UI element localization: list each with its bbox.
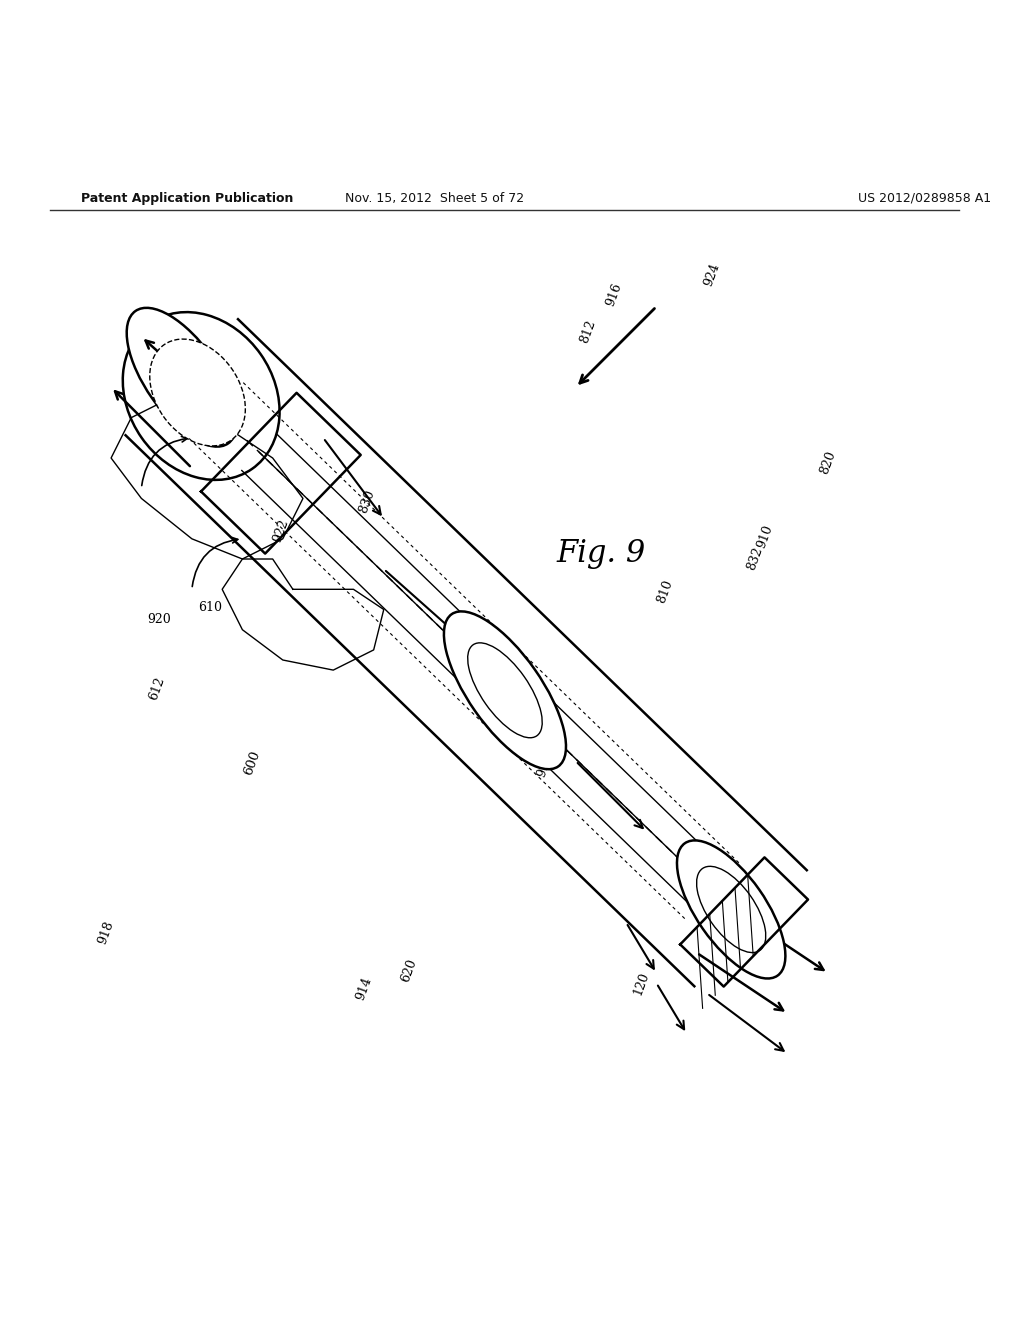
Text: 820: 820 <box>818 450 839 477</box>
Text: 922: 922 <box>270 517 291 544</box>
Ellipse shape <box>127 308 237 446</box>
Text: 914: 914 <box>353 974 374 1002</box>
Ellipse shape <box>444 611 566 770</box>
Text: 916: 916 <box>604 281 625 308</box>
Text: 120: 120 <box>631 970 651 997</box>
Text: 612: 612 <box>146 675 167 702</box>
Text: 910: 910 <box>756 523 776 550</box>
Text: 610: 610 <box>198 601 222 614</box>
Text: 600: 600 <box>243 750 263 776</box>
Ellipse shape <box>696 866 766 953</box>
Text: Patent Application Publication: Patent Application Publication <box>81 191 293 205</box>
Text: Fig. 9: Fig. 9 <box>556 539 645 569</box>
Ellipse shape <box>150 339 246 446</box>
Text: 810: 810 <box>654 578 675 605</box>
Text: 912: 912 <box>536 752 556 779</box>
Ellipse shape <box>123 312 280 480</box>
Text: 920: 920 <box>147 612 171 626</box>
Ellipse shape <box>468 643 543 738</box>
Text: 830: 830 <box>356 488 377 515</box>
Text: 600: 600 <box>242 748 263 777</box>
Ellipse shape <box>677 841 785 978</box>
Text: Nov. 15, 2012  Sheet 5 of 72: Nov. 15, 2012 Sheet 5 of 72 <box>345 191 524 205</box>
Text: US 2012/0289858 A1: US 2012/0289858 A1 <box>858 191 991 205</box>
Text: 918: 918 <box>96 919 117 946</box>
Text: 620: 620 <box>398 957 419 985</box>
Text: 832: 832 <box>745 545 766 573</box>
Text: 924: 924 <box>701 261 722 288</box>
Text: 812: 812 <box>578 318 598 346</box>
